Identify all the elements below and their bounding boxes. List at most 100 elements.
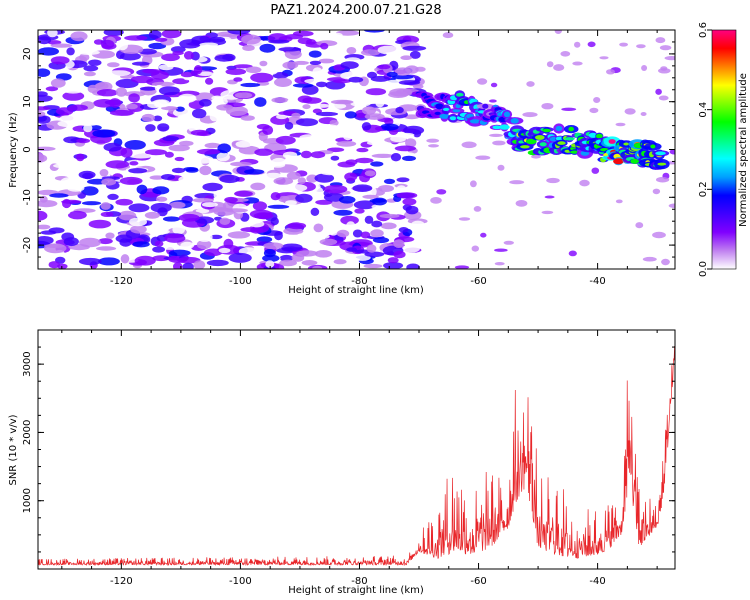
spectrogram-cell: [148, 42, 167, 50]
spectrogram-cell: [272, 72, 289, 79]
spectrogram-cell: [391, 75, 414, 80]
snr-x-ticks: -120 -100 -80 -60 -40: [61, 330, 658, 587]
spectrogram-cell: [310, 207, 320, 216]
spectrogram-cell: [330, 132, 344, 138]
spectrogram-cell: [103, 142, 122, 152]
spectrogram-cell: [178, 175, 201, 184]
spectrogram-cell: [199, 42, 218, 47]
spectrogram-cell: [275, 135, 296, 145]
spectrogram-cell: [48, 261, 60, 269]
spectrogram-cell: [161, 245, 179, 250]
spectrogram-cell: [178, 213, 200, 222]
spectrogram-cell: [169, 201, 186, 209]
spectrogram-cell: [128, 168, 148, 174]
spectrogram-cell: [128, 93, 140, 103]
spectrogram-cell: [154, 37, 168, 42]
spectrogram-cell: [249, 220, 265, 228]
spectrogram-cell: [62, 91, 85, 101]
spectrogram-cell: [313, 136, 323, 144]
spectrogram-cell: [172, 224, 185, 235]
spectrogram-cell: [550, 110, 560, 117]
spectrogram-cell: [259, 43, 276, 53]
spectrogram-cell: [117, 40, 128, 51]
spectrogram-cell: [192, 108, 207, 119]
spectrogram-cell: [50, 43, 73, 48]
spectrogram-cell: [141, 113, 155, 122]
spectrogram-cell: [153, 115, 163, 122]
spectrogram-cell: [139, 86, 157, 91]
spectrogram-cell: [79, 237, 101, 248]
spectrogram-cell: [297, 177, 306, 185]
spectrogram-cell: [281, 243, 303, 252]
spectrogram-cell: [183, 51, 194, 60]
spectrogram-cell: [178, 93, 197, 103]
snr-frame: [37, 329, 676, 570]
spectrogram-cell: [241, 34, 261, 45]
y-tick-label: 10: [22, 95, 33, 108]
spectrogram-cell: [181, 59, 199, 68]
x-tick-label: -80: [351, 276, 367, 287]
spectrogram-cell: [587, 41, 596, 48]
spectrogram-cell: [195, 208, 210, 214]
spectrogram-cell: [161, 106, 179, 111]
spectrogram-cell: [68, 104, 88, 111]
spectrogram-cell: [88, 59, 102, 66]
spectrogram-cell: [526, 81, 535, 87]
spectrogram-cell: [150, 202, 172, 213]
spectrogram-cell: [489, 133, 503, 137]
spectrogram-cell: [38, 210, 48, 221]
spectrogram-cell: [235, 140, 252, 148]
spectrogram-cell: [76, 138, 91, 144]
spectrogram-cell: [59, 115, 77, 121]
colorbar-tick-label: 0.0: [698, 261, 709, 277]
spectrogram-cell: [330, 99, 354, 105]
spectrogram-cell: [394, 67, 411, 76]
spectrogram-cell: [214, 46, 224, 52]
colorbar-label: Normalized spectral amplitude: [738, 73, 749, 227]
spectrogram-cell: [250, 182, 266, 191]
spectrogram-cell: [394, 145, 417, 152]
spectrogram-cell: [295, 193, 313, 203]
spectrogram-cell: [442, 107, 450, 111]
spectrogram-cell: [286, 171, 301, 180]
spectrogram-cell: [233, 64, 253, 69]
spectrogram-cell: [664, 56, 675, 61]
spectrogram-cell: [492, 125, 502, 130]
figure-title: PAZ1.2024.200.07.21.G28: [270, 3, 441, 18]
spectrogram-cell: [210, 234, 223, 240]
spectrogram-cell: [652, 188, 661, 195]
spectrogram-cell: [38, 106, 51, 111]
spectrogram-cell: [641, 65, 648, 71]
spectrogram-cell: [300, 150, 312, 159]
spectrogram-cell: [83, 71, 96, 77]
spectrogram-cell: [364, 113, 385, 120]
spectrogram-cell: [557, 141, 566, 145]
spectrogram-cell: [196, 232, 213, 242]
spectrogram-cell: [205, 77, 214, 85]
spectrogram-cell: [38, 111, 46, 117]
spectrogram-cell: [490, 82, 498, 88]
spectrogram-cell: [180, 241, 195, 250]
spectrogram-cell: [284, 121, 294, 130]
spectrogram-cell: [312, 67, 323, 76]
spectrogram-cell: [403, 114, 420, 120]
spectrogram-cell: [329, 32, 343, 38]
spectrogram-cell: [482, 103, 489, 109]
spectrogram-cell: [402, 45, 427, 51]
spectrogram-cell: [360, 231, 371, 239]
spectrogram-cell: [535, 135, 545, 140]
spectrogram-cell: [57, 120, 79, 128]
spectrogram-cell: [168, 249, 191, 257]
spectrogram-cell: [201, 175, 216, 180]
spectrogram-cell: [242, 44, 255, 52]
x-tick-label: -80: [351, 576, 367, 587]
spectrogram-cell: [396, 192, 418, 199]
spectrogram-cell: [669, 149, 675, 155]
spectrogram-cell: [172, 78, 190, 85]
spectrogram-cell: [38, 236, 54, 245]
spectrogram-cell: [217, 143, 231, 154]
spectrogram-cell: [365, 88, 387, 96]
spectrogram-cell: [224, 196, 238, 203]
spectrogram-cell: [561, 107, 577, 112]
spectrogram-cell: [107, 193, 119, 200]
